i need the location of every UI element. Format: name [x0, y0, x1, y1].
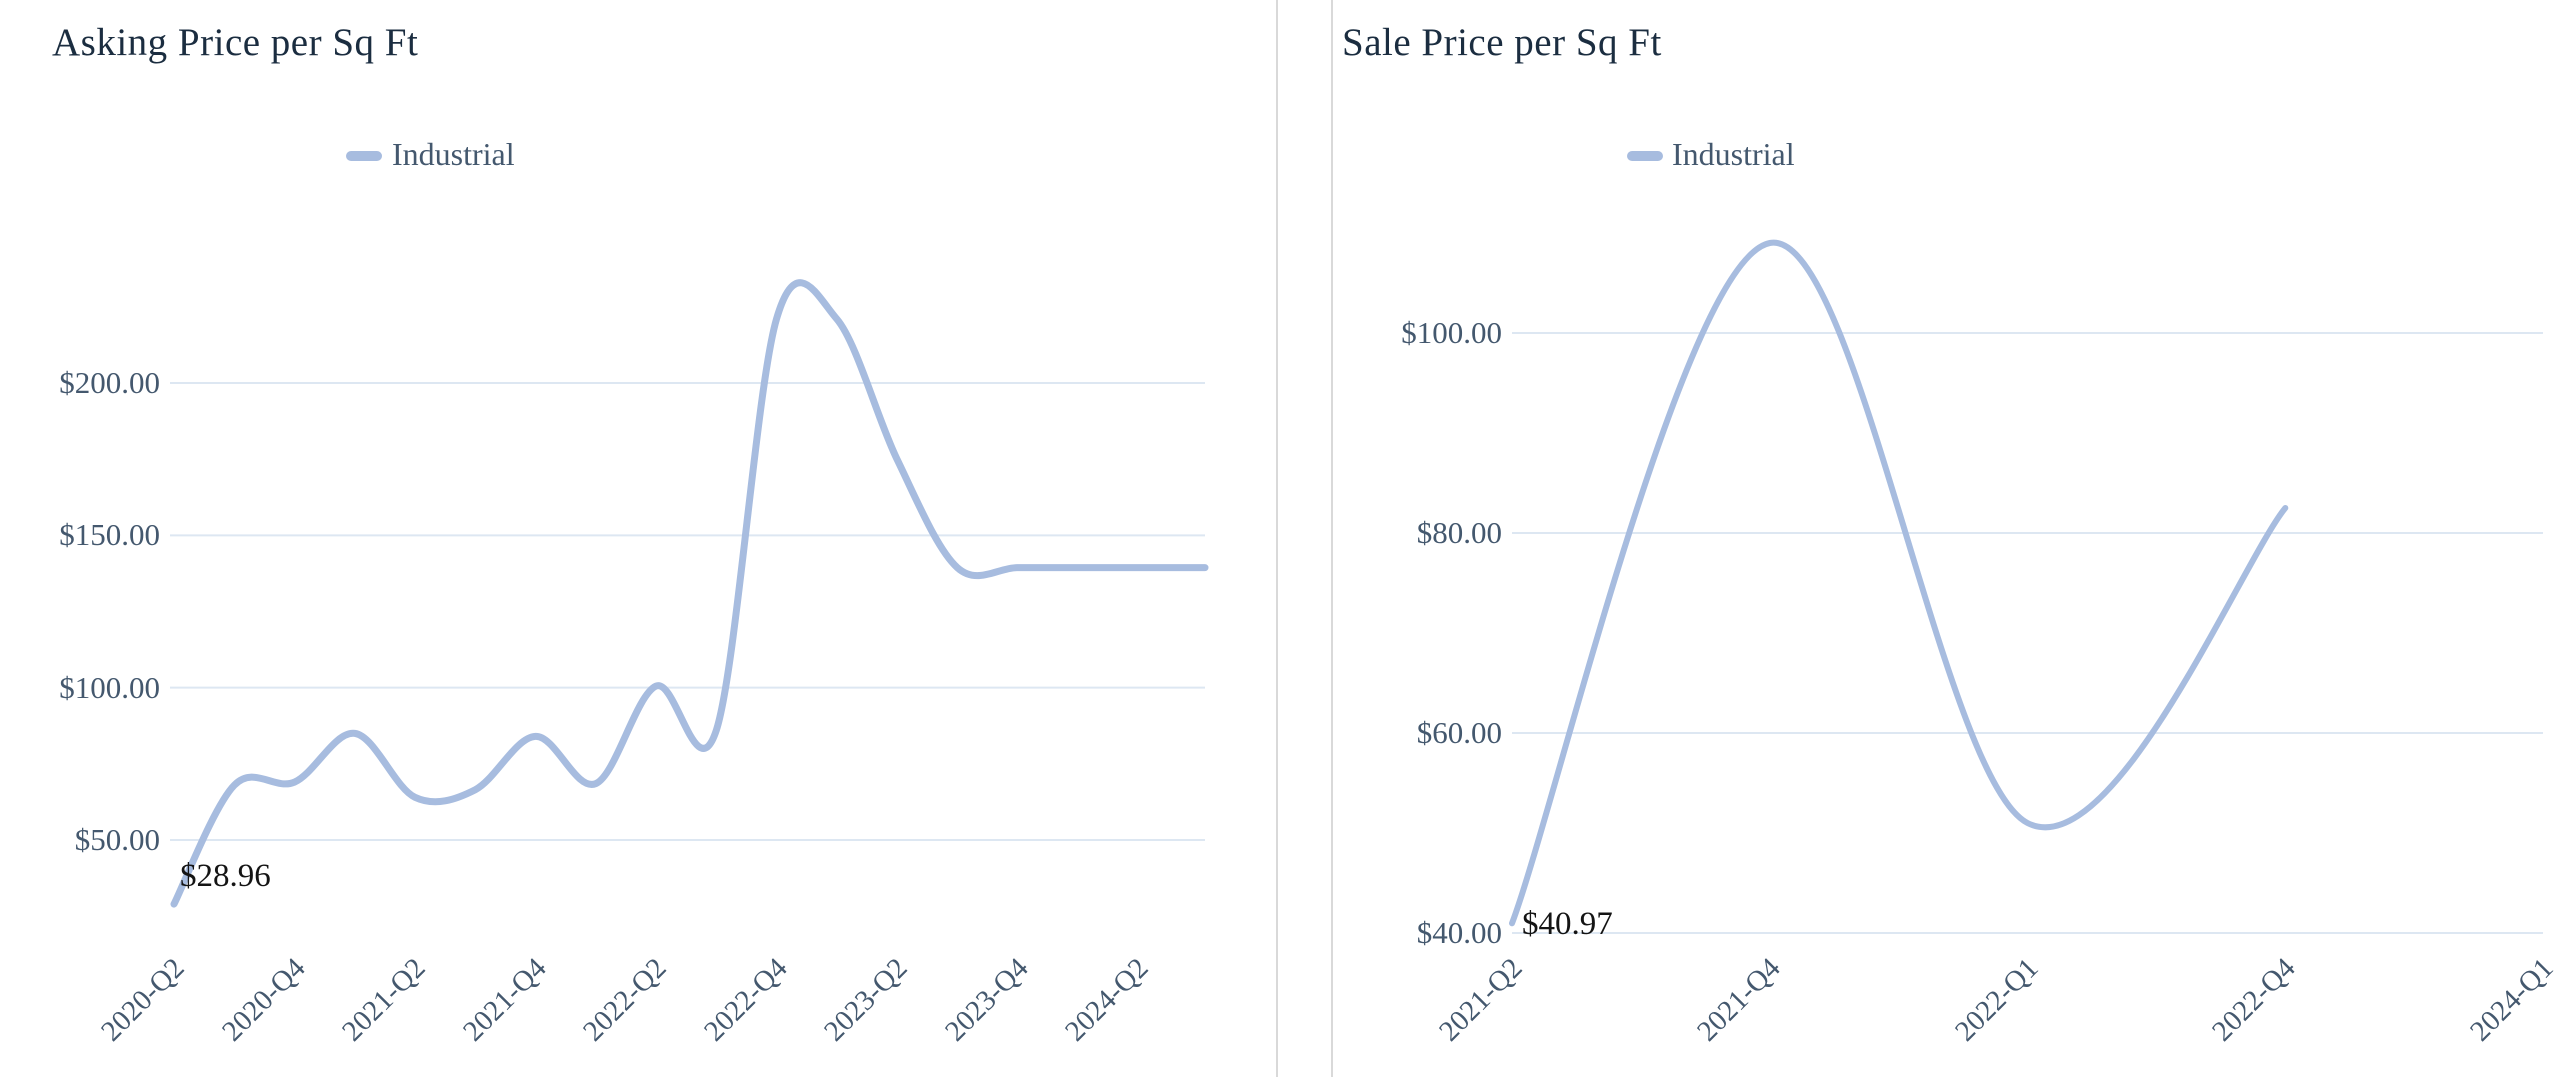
legend-line-swatch[interactable] [1627, 151, 1663, 161]
industrial-series-line[interactable] [1509, 239, 2289, 927]
y-axis-tick-label: $100.00 [1401, 315, 1502, 350]
asking-price-chart-title: Asking Price per Sq Ft [52, 21, 419, 64]
y-axis-tick-label: $100.00 [59, 669, 160, 705]
y-axis-tick-label: $60.00 [1416, 715, 1502, 750]
y-axis-tick-label: $50.00 [74, 822, 160, 857]
first-point-value-label: $28.96 [180, 858, 271, 894]
industrial-series-line[interactable] [170, 279, 1209, 908]
y-axis-tick-label: $200.00 [59, 364, 160, 400]
sale-price-chart-title: Sale Price per Sq Ft [1342, 21, 1662, 64]
panel-divider-right [1331, 0, 1333, 1077]
legend-industrial-label[interactable]: Industrial [392, 136, 515, 172]
y-axis-tick-label: $40.00 [1416, 915, 1502, 950]
legend-industrial-label[interactable]: Industrial [1672, 136, 1795, 172]
legend-line-swatch[interactable] [346, 151, 382, 161]
first-point-value-label: $40.97 [1522, 906, 1613, 942]
panel-divider-left [1276, 0, 1278, 1077]
y-axis-tick-label: $150.00 [59, 517, 160, 553]
y-axis-tick-label: $80.00 [1416, 515, 1502, 550]
